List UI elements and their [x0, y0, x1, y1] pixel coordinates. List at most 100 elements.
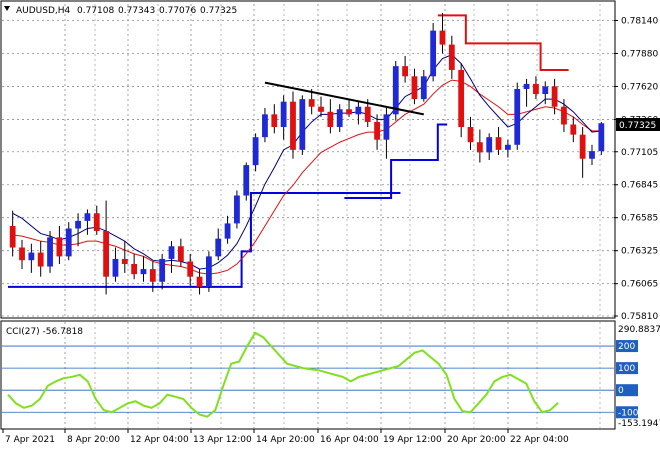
candle-bear: [476, 142, 483, 153]
candle-bear: [448, 44, 455, 70]
symbol-label: AUDUSD,H4: [16, 6, 71, 16]
stop-lines: [8, 14, 569, 288]
candle-bear: [149, 269, 156, 282]
cci-level-marker: [616, 406, 638, 419]
candle-bear: [374, 121, 380, 140]
cci-axis-max: 290.8837: [618, 325, 660, 335]
cci-series-line: [7, 331, 559, 418]
cci-level-label: 0: [618, 386, 624, 396]
candle-bull: [420, 76, 427, 100]
candle-bear: [56, 237, 63, 257]
candle-bear: [37, 252, 44, 267]
ohlc-close: 0.77325: [200, 6, 237, 16]
time-tick-label: 12 Apr 04:00: [130, 435, 189, 445]
candle-bear: [9, 225, 16, 248]
candle-bull: [224, 223, 231, 239]
time-tick-label: 16 Apr 04:00: [320, 435, 379, 445]
time-tick-label: 13 Apr 12:00: [193, 435, 252, 445]
candle-bull: [514, 88, 521, 145]
current-price-marker: [616, 118, 660, 131]
cci-title: CCI(27) -56.7818: [6, 327, 83, 337]
candle-bear: [196, 276, 203, 287]
candle-bull: [215, 238, 222, 257]
cci-line: [7, 331, 559, 418]
candle-bear: [121, 258, 128, 264]
candle-bull: [280, 101, 287, 128]
candle-bear: [346, 109, 352, 115]
ohlc-low: 0.77076: [159, 6, 196, 16]
stop-line-up: [344, 123, 448, 200]
candle-bear: [458, 69, 465, 128]
candle-bull: [523, 83, 530, 89]
price-tick-label: 0.76585: [621, 214, 658, 224]
candle-bear: [93, 213, 100, 232]
price-tick-label: 0.76065: [621, 280, 658, 290]
candle-bull: [75, 220, 81, 229]
ohlc-open: 0.77108: [77, 6, 114, 16]
trendline-segment[interactable]: [264, 81, 424, 116]
current-price-label: 0.77325: [619, 121, 656, 131]
candle-bull: [383, 114, 390, 140]
candle-bull: [504, 144, 511, 150]
cci-level-marker: [616, 362, 638, 375]
candle-bear: [103, 231, 110, 277]
candles: [9, 12, 605, 295]
candle-bull: [355, 106, 362, 115]
price-pane-frame: [0, 0, 616, 319]
candle-bull: [392, 66, 399, 115]
candle-bear: [411, 76, 418, 100]
candle-bear: [467, 127, 474, 143]
candle-bull: [542, 86, 549, 95]
trendline[interactable]: [264, 81, 424, 116]
candle-bear: [318, 106, 324, 112]
time-tick-label: 19 Apr 12:00: [383, 435, 442, 445]
candle-bear: [327, 111, 334, 128]
time-tick-label: 8 Apr 20:00: [67, 435, 120, 445]
moving-averages: [12, 54, 602, 275]
candle-bear: [308, 99, 315, 107]
cci-axis: 200 100 0 -100 290.8837 -153.1947: [616, 325, 660, 429]
candle-bull: [252, 137, 259, 166]
cci-axis-min: -153.1947: [618, 419, 660, 429]
time-tick-label: 22 Apr 04:00: [510, 435, 569, 445]
candle-bull: [84, 213, 91, 221]
price-tick-label: 0.76845: [621, 181, 658, 191]
price-axis: 0.781400.778800.776200.773600.771050.768…: [614, 16, 658, 322]
price-tick-label: 0.75810: [621, 312, 658, 322]
candle-bear: [131, 264, 138, 275]
time-tick-label: 14 Apr 20:00: [256, 435, 315, 445]
cci-level-label: -100: [618, 408, 639, 418]
price-tick-label: 0.78140: [621, 16, 658, 26]
candle-bull: [168, 246, 175, 259]
candle-bull: [430, 30, 437, 77]
candle-bear: [570, 124, 577, 135]
candle-bear: [579, 134, 586, 159]
candle-bull: [112, 258, 119, 277]
stop-line-down: [437, 14, 569, 71]
ma-slow-line: [12, 79, 602, 275]
candle-bear: [561, 106, 567, 125]
ma-fast-line: [12, 54, 602, 270]
cci-level-label: 200: [618, 342, 635, 352]
triangle-down-icon[interactable]: [4, 6, 10, 11]
candle-bear: [187, 261, 194, 277]
cci-level-label: 100: [618, 364, 635, 374]
ohlc-high: 0.77343: [118, 6, 155, 16]
candle-bear: [439, 30, 446, 45]
candle-bear: [364, 106, 371, 122]
candle-bull: [234, 195, 240, 224]
candle-bull: [65, 228, 72, 257]
candle-bull: [598, 123, 605, 152]
candle-bull: [299, 99, 306, 150]
candle-bull: [243, 165, 250, 196]
price-tick-label: 0.77880: [621, 49, 658, 59]
candle-bear: [402, 66, 409, 77]
candle-bear: [19, 247, 25, 261]
candle-bull: [159, 258, 166, 282]
price-tick-label: 0.77105: [621, 148, 658, 158]
candle-bull: [336, 109, 343, 128]
cci-pane-frame: [0, 320, 616, 430]
candle-bull: [486, 137, 493, 153]
time-axis: 7 Apr 2021 8 Apr 20:00 12 Apr 04:00 13 Apr …: [2, 429, 569, 445]
